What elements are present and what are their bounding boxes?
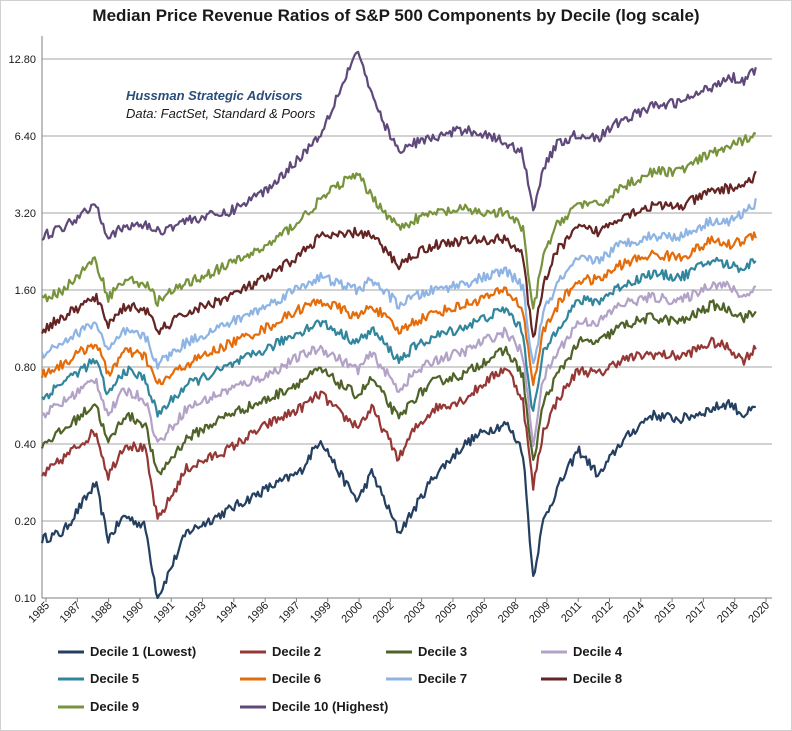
y-tick-label: 0.40 xyxy=(15,439,36,451)
annotation-data: Data: FactSet, Standard & Poors xyxy=(126,106,316,121)
x-tick-label: 2005 xyxy=(433,600,459,626)
x-tick-label: 1999 xyxy=(308,600,334,626)
legend: Decile 1 (Lowest) Decile 2 Decile 3 Decile … xyxy=(58,644,623,714)
x-tick-label: 2003 xyxy=(402,600,428,626)
x-tick-label: 2006 xyxy=(465,600,491,626)
y-tick-label: 0.20 xyxy=(15,516,36,528)
annotations: Hussman Strategic Advisors Data: FactSet… xyxy=(126,88,316,121)
x-tick-label: 2008 xyxy=(496,600,522,626)
x-tick-label: 1997 xyxy=(277,600,303,626)
series-line-4 xyxy=(41,280,757,447)
x-tick-label: 2011 xyxy=(559,600,584,625)
series-line-1 xyxy=(40,399,757,600)
legend-label: Decile 10 (Highest) xyxy=(272,699,388,714)
legend-label: Decile 5 xyxy=(90,671,139,686)
x-tick-label: 2017 xyxy=(684,600,710,626)
legend-label: Decile 8 xyxy=(573,671,622,686)
x-tick-label: 1990 xyxy=(120,600,146,626)
legend-label: Decile 4 xyxy=(573,644,623,659)
x-tick-label: 2012 xyxy=(590,600,616,626)
legend-label: Decile 2 xyxy=(272,644,321,659)
chart-title: Median Price Revenue Ratios of S&P 500 C… xyxy=(92,6,700,25)
legend-label: Decile 3 xyxy=(418,644,467,659)
legend-label: Decile 1 (Lowest) xyxy=(90,644,196,659)
x-tick-label: 1987 xyxy=(58,600,84,626)
legend-label: Decile 9 xyxy=(90,699,139,714)
y-tick-label: 0.80 xyxy=(15,362,36,374)
legend-label: Decile 6 xyxy=(272,671,321,686)
x-tick-label: 2000 xyxy=(339,600,365,626)
legend-label: Decile 7 xyxy=(418,671,467,686)
x-tick-label: 2020 xyxy=(746,600,772,626)
series-line-10 xyxy=(41,50,757,241)
series-lines xyxy=(40,50,757,600)
annotation-source: Hussman Strategic Advisors xyxy=(126,88,303,103)
series-line-9 xyxy=(41,132,757,310)
series-line-7 xyxy=(40,198,757,370)
y-tick-label: 0.10 xyxy=(15,593,36,605)
x-tick-label: 2018 xyxy=(715,600,741,626)
y-tick-label: 12.80 xyxy=(8,54,36,66)
x-tick-label: 2002 xyxy=(371,600,397,626)
series-line-3 xyxy=(40,299,757,476)
x-tick-label: 1993 xyxy=(183,600,209,626)
y-tick-label: 6.40 xyxy=(15,131,36,143)
series-line-2 xyxy=(41,336,757,520)
series-line-5 xyxy=(41,256,757,418)
series-line-6 xyxy=(40,231,757,387)
x-tick-label: 2015 xyxy=(652,600,678,626)
y-tick-label: 1.60 xyxy=(15,285,36,297)
series-line-8 xyxy=(40,170,757,338)
x-tick-label: 2014 xyxy=(621,600,647,626)
x-tick-label: 2009 xyxy=(527,600,553,626)
x-tick-label: 1994 xyxy=(214,600,240,626)
x-tick-label: 1996 xyxy=(245,600,271,626)
x-tick-label: 1991 xyxy=(152,600,178,626)
y-tick-label: 3.20 xyxy=(15,208,36,220)
x-tick-label: 1988 xyxy=(89,600,115,626)
